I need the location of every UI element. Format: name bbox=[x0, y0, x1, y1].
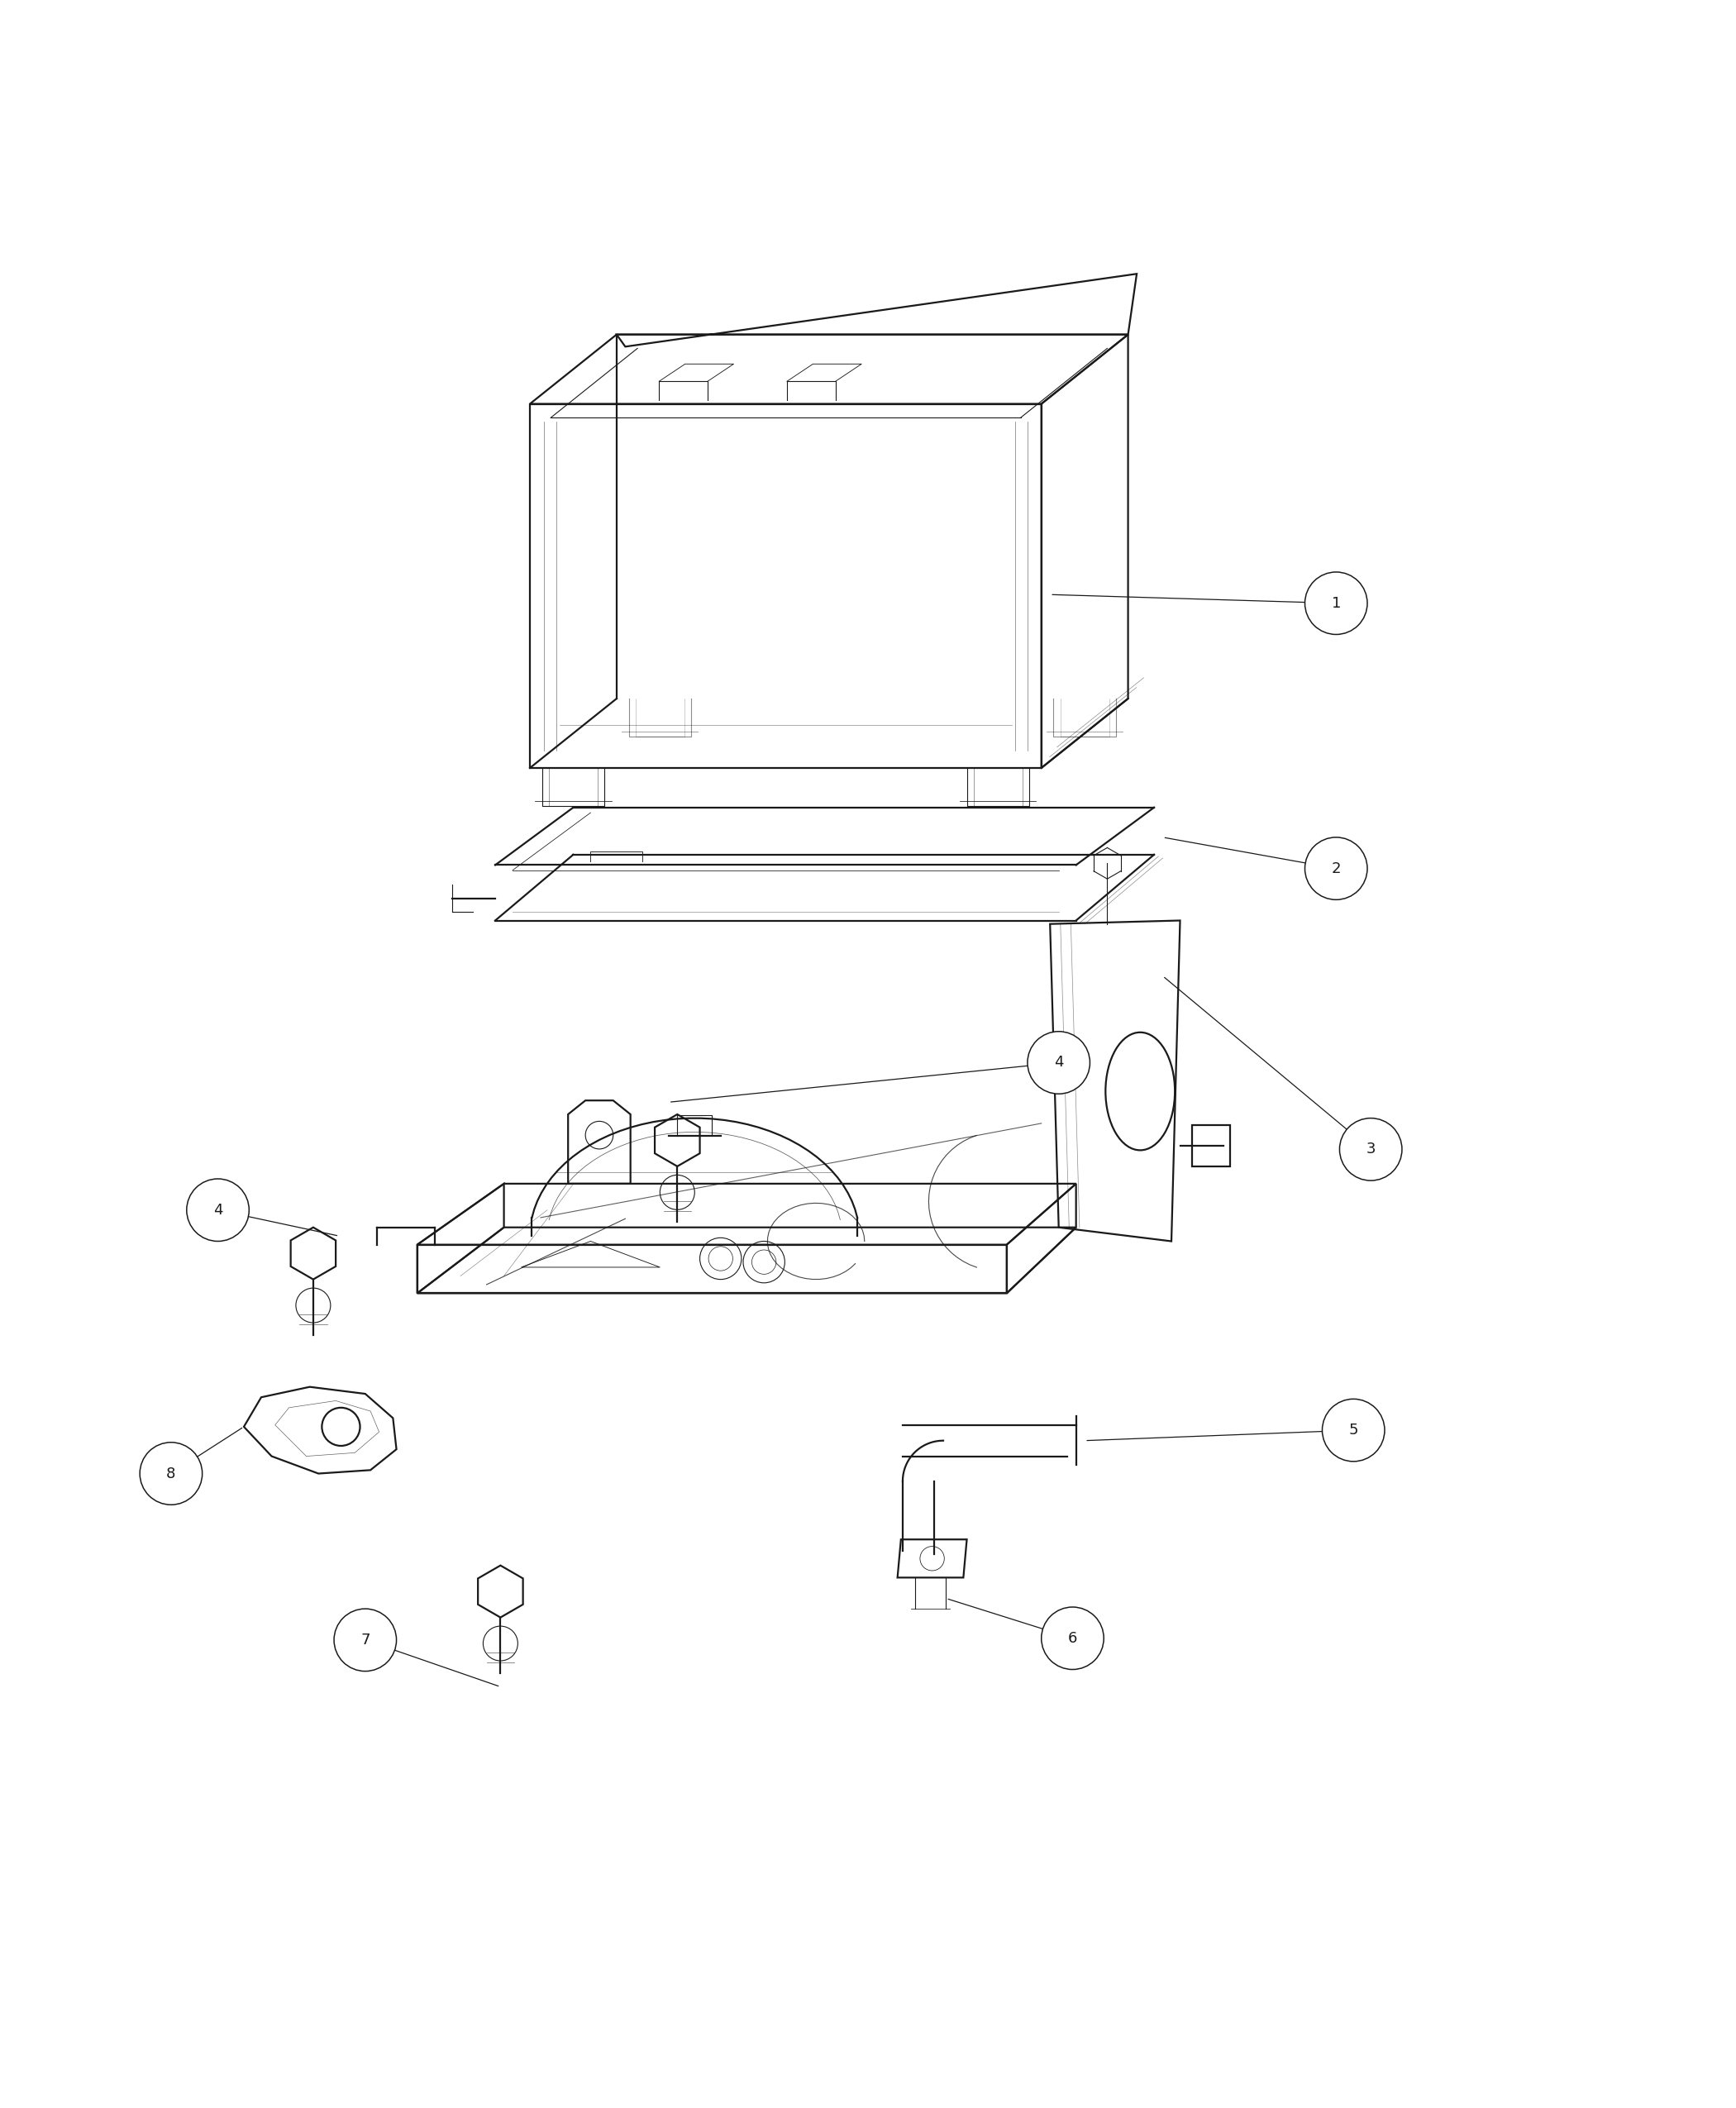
Circle shape bbox=[1305, 571, 1368, 635]
Text: 4: 4 bbox=[214, 1202, 222, 1218]
Text: 3: 3 bbox=[1366, 1143, 1375, 1157]
Circle shape bbox=[1028, 1031, 1090, 1094]
Circle shape bbox=[141, 1442, 203, 1505]
Text: 6: 6 bbox=[1068, 1632, 1078, 1646]
Circle shape bbox=[1042, 1606, 1104, 1670]
Circle shape bbox=[187, 1178, 248, 1242]
Circle shape bbox=[1305, 837, 1368, 900]
Text: 2: 2 bbox=[1332, 860, 1340, 877]
Text: 7: 7 bbox=[361, 1632, 370, 1648]
Circle shape bbox=[333, 1608, 396, 1672]
Circle shape bbox=[1340, 1117, 1403, 1180]
Text: 5: 5 bbox=[1349, 1423, 1358, 1438]
Circle shape bbox=[1323, 1400, 1385, 1461]
Text: 8: 8 bbox=[167, 1467, 175, 1482]
Text: 1: 1 bbox=[1332, 597, 1340, 611]
Text: 4: 4 bbox=[1054, 1056, 1064, 1071]
